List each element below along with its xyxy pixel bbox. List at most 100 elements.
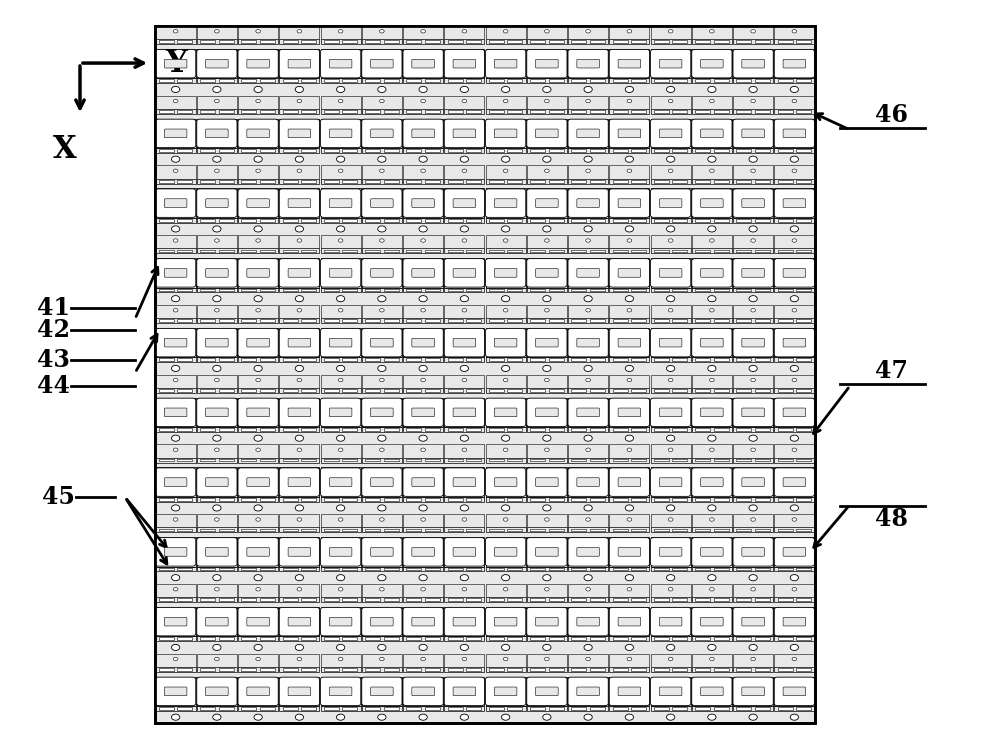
Bar bbox=[613, 180, 628, 183]
Bar bbox=[695, 707, 710, 710]
Bar bbox=[507, 528, 522, 531]
Circle shape bbox=[256, 309, 260, 312]
FancyBboxPatch shape bbox=[238, 189, 278, 217]
Bar bbox=[778, 498, 793, 501]
Bar bbox=[444, 258, 484, 287]
Bar bbox=[778, 358, 793, 361]
Bar bbox=[279, 235, 319, 249]
Circle shape bbox=[502, 295, 510, 302]
Bar bbox=[444, 388, 484, 393]
Bar bbox=[651, 235, 691, 249]
Bar bbox=[778, 428, 793, 431]
Circle shape bbox=[790, 505, 798, 511]
Bar bbox=[530, 528, 545, 531]
Bar bbox=[672, 40, 687, 43]
Bar bbox=[279, 148, 319, 153]
Bar bbox=[448, 79, 463, 82]
Circle shape bbox=[295, 714, 304, 720]
Bar bbox=[279, 567, 319, 571]
Circle shape bbox=[462, 518, 467, 521]
Bar bbox=[238, 49, 278, 78]
Bar bbox=[238, 39, 278, 44]
Bar bbox=[590, 219, 605, 222]
Bar bbox=[609, 188, 649, 217]
FancyBboxPatch shape bbox=[494, 129, 517, 138]
Circle shape bbox=[173, 378, 178, 381]
Bar bbox=[159, 707, 174, 710]
FancyBboxPatch shape bbox=[412, 548, 434, 556]
Bar bbox=[444, 357, 484, 362]
Bar bbox=[365, 668, 380, 671]
FancyBboxPatch shape bbox=[329, 199, 352, 208]
Bar bbox=[197, 78, 237, 83]
Bar bbox=[692, 398, 732, 427]
Bar bbox=[156, 398, 196, 427]
Bar bbox=[778, 79, 793, 82]
Bar bbox=[301, 40, 316, 43]
FancyBboxPatch shape bbox=[577, 408, 599, 417]
Circle shape bbox=[543, 295, 551, 302]
Bar bbox=[362, 357, 402, 362]
Bar bbox=[279, 597, 319, 602]
Bar bbox=[177, 389, 192, 392]
Bar bbox=[321, 165, 361, 179]
Bar bbox=[156, 458, 196, 462]
Bar bbox=[342, 249, 357, 252]
Bar bbox=[448, 568, 463, 571]
Bar bbox=[425, 389, 440, 392]
Bar bbox=[425, 40, 440, 43]
Text: 45: 45 bbox=[42, 485, 75, 509]
Bar bbox=[324, 668, 339, 671]
Bar bbox=[571, 249, 586, 252]
Bar bbox=[321, 179, 361, 183]
Bar bbox=[774, 427, 814, 432]
Bar bbox=[425, 498, 440, 501]
Circle shape bbox=[584, 505, 592, 511]
Bar bbox=[260, 528, 275, 531]
Bar bbox=[774, 497, 814, 502]
Bar bbox=[486, 497, 526, 502]
Bar bbox=[406, 428, 421, 431]
Bar bbox=[197, 567, 237, 571]
Circle shape bbox=[338, 99, 343, 102]
Bar bbox=[448, 289, 463, 292]
Circle shape bbox=[378, 505, 386, 511]
FancyBboxPatch shape bbox=[164, 548, 187, 556]
FancyBboxPatch shape bbox=[197, 50, 237, 78]
Bar bbox=[200, 428, 215, 431]
Bar bbox=[549, 459, 564, 462]
Bar bbox=[507, 668, 522, 671]
Circle shape bbox=[668, 518, 673, 521]
Circle shape bbox=[172, 435, 180, 441]
Bar bbox=[403, 235, 443, 249]
Bar bbox=[774, 528, 814, 532]
FancyBboxPatch shape bbox=[609, 189, 649, 217]
Circle shape bbox=[749, 86, 757, 93]
FancyBboxPatch shape bbox=[403, 329, 443, 357]
Circle shape bbox=[295, 574, 304, 581]
Bar bbox=[778, 249, 793, 252]
FancyBboxPatch shape bbox=[701, 129, 723, 138]
Bar bbox=[733, 667, 773, 672]
Bar bbox=[403, 96, 443, 109]
Bar bbox=[279, 119, 319, 148]
Circle shape bbox=[545, 99, 549, 102]
Bar bbox=[774, 235, 814, 249]
Bar bbox=[425, 707, 440, 710]
Bar bbox=[448, 358, 463, 361]
Circle shape bbox=[338, 169, 343, 172]
FancyBboxPatch shape bbox=[156, 468, 196, 496]
Bar bbox=[301, 668, 316, 671]
Bar bbox=[406, 637, 421, 640]
Circle shape bbox=[708, 574, 716, 581]
Circle shape bbox=[173, 657, 178, 660]
Bar bbox=[260, 358, 275, 361]
FancyBboxPatch shape bbox=[486, 677, 526, 706]
Bar bbox=[672, 180, 687, 183]
Bar bbox=[321, 607, 361, 637]
Bar bbox=[241, 358, 256, 361]
Circle shape bbox=[380, 378, 384, 381]
Bar bbox=[651, 249, 691, 253]
Bar bbox=[778, 149, 793, 152]
Circle shape bbox=[627, 657, 632, 660]
